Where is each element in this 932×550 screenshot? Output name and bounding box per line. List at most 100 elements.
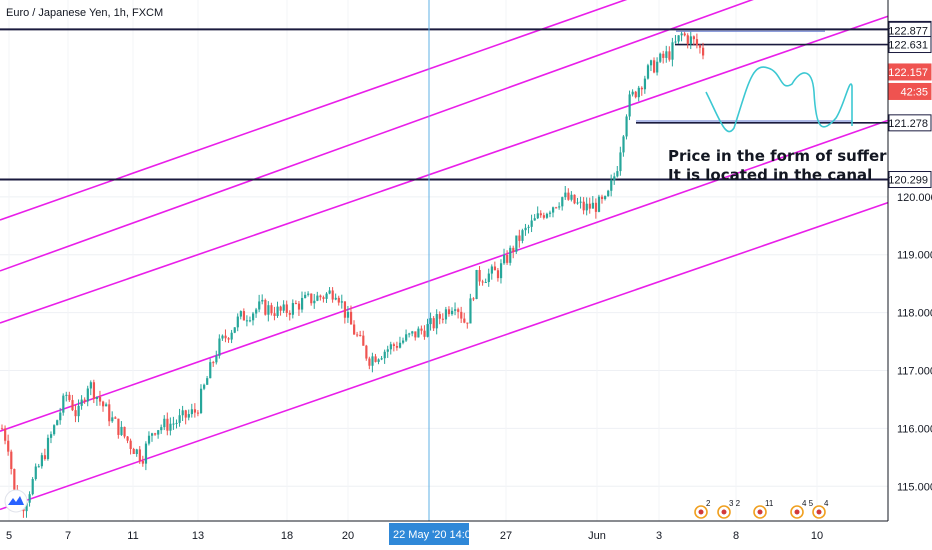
candle-body — [518, 235, 521, 241]
grid — [0, 0, 888, 521]
candle-body — [89, 382, 92, 389]
x-tick-label: Jun — [588, 530, 606, 542]
candle-body — [383, 351, 386, 359]
candle-body — [683, 33, 686, 36]
candle-body — [40, 455, 43, 467]
candle-body — [62, 395, 65, 413]
candle-body — [294, 303, 298, 305]
candle-body — [692, 36, 696, 40]
candle-body — [68, 394, 71, 401]
candle-body — [619, 152, 622, 172]
candle-body — [398, 342, 402, 348]
candle-body — [702, 47, 705, 56]
event-flag-icon — [794, 509, 800, 515]
candle-body — [10, 451, 13, 470]
candle-body — [493, 266, 497, 271]
candle-body — [199, 388, 203, 413]
x-tick-label: 13 — [192, 530, 204, 542]
candle-body — [92, 382, 96, 400]
candle-body — [659, 53, 662, 62]
candle-body — [258, 301, 261, 310]
price-axis-ticks: 115.000 116.000 117.000 118.000 119.000 120.0… — [897, 192, 932, 493]
candle-body — [129, 440, 132, 449]
candle-body — [490, 266, 493, 274]
candle-body — [147, 435, 151, 444]
candle-body — [282, 304, 285, 311]
event-badge-count: 11 — [765, 499, 774, 508]
candle-body — [417, 328, 420, 338]
candle-body — [362, 335, 365, 346]
candle-body — [530, 220, 533, 227]
candle-body — [389, 344, 392, 350]
candle-body — [680, 33, 683, 36]
candle-body — [600, 196, 604, 200]
candle-body — [279, 306, 282, 311]
candle-body — [300, 297, 304, 310]
price-tag — [888, 114, 932, 132]
candle-body — [371, 356, 374, 366]
candle-body — [141, 461, 145, 464]
candle-body — [435, 314, 438, 329]
candle-body — [1, 428, 4, 430]
projection-wave — [705, 66, 853, 133]
candle-body — [218, 338, 221, 356]
candle-body — [65, 394, 68, 396]
y-tick-label: 116.000 — [897, 423, 932, 435]
candle-body — [634, 91, 637, 98]
price-tag — [888, 63, 932, 81]
candle-body — [316, 295, 319, 301]
x-tick-label: 27 — [500, 530, 512, 542]
candle-body — [71, 400, 74, 411]
candle-body — [408, 333, 411, 335]
candle-body — [613, 176, 616, 181]
candle-body — [524, 227, 527, 231]
candle-body — [353, 324, 356, 335]
candle-body — [255, 309, 258, 314]
crosshair-time-badge — [389, 523, 469, 545]
candle-body — [536, 213, 539, 219]
candle-body — [411, 331, 414, 334]
candle-body — [203, 384, 206, 389]
candle-body — [447, 309, 451, 315]
candle-body — [548, 212, 552, 214]
chart-title: Euro / Japanese Yen, 1h, FXCM — [6, 7, 163, 19]
candle-body — [450, 310, 454, 315]
candle-body — [625, 116, 628, 137]
candle-body — [671, 42, 674, 60]
candle-body — [157, 430, 160, 435]
candle-body — [610, 180, 613, 191]
candle-body — [340, 301, 343, 303]
candle-body — [561, 197, 564, 207]
candle-body — [640, 87, 643, 90]
candle-body — [585, 203, 588, 211]
candle-body — [386, 349, 389, 352]
candle-body — [454, 309, 457, 311]
event-flag-icon — [757, 509, 763, 515]
candle-body — [527, 226, 530, 228]
candle-body — [212, 362, 215, 364]
candle-body — [555, 207, 558, 209]
candle-body — [432, 318, 435, 329]
candle-body — [588, 203, 591, 209]
price-labels: 122.892122.877122.631122.15742:35121.278… — [888, 20, 932, 189]
tradingview-logo-icon[interactable] — [4, 489, 28, 513]
candle-body — [503, 254, 506, 264]
candle-body — [273, 313, 276, 316]
candle-body — [59, 412, 62, 421]
candle-body — [80, 399, 83, 406]
candle-body — [86, 388, 89, 402]
candle-body — [215, 355, 218, 363]
candle-body — [322, 297, 325, 299]
x-tick-label-crosshair: 22 May '20 14:00 — [393, 529, 477, 541]
candle-body — [230, 332, 233, 340]
candle-body — [359, 335, 362, 337]
candle-body — [7, 440, 10, 452]
x-tick-label: 11 — [127, 530, 138, 542]
candle-body — [698, 45, 702, 48]
candle-body — [686, 35, 689, 44]
candle-body — [662, 53, 665, 58]
time-axis-ticks: 5 7 11 13 18 20 22 May '20 14:00 27 Jun 3 8 10 — [6, 523, 823, 545]
candle-body — [695, 39, 699, 46]
candle-body — [135, 449, 138, 455]
candle-body — [368, 358, 371, 366]
